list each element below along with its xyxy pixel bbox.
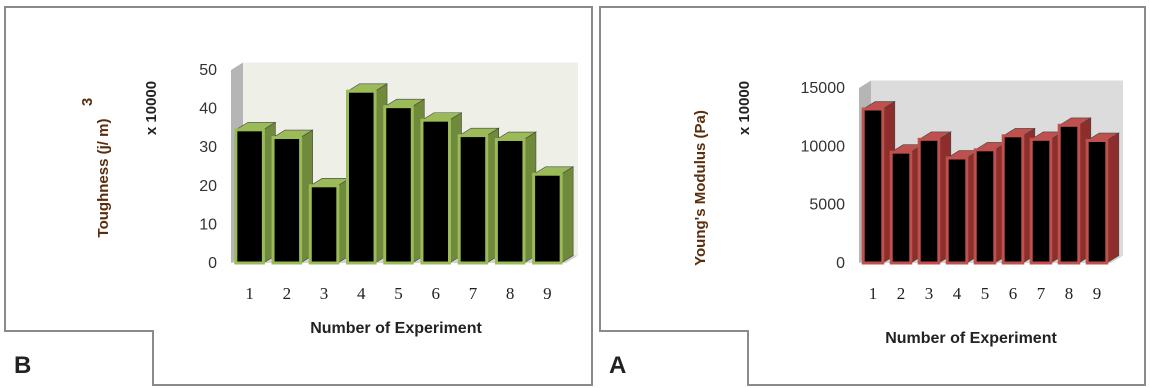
x-tick-label: 9 (543, 284, 552, 303)
panel-label-box-a: A (599, 330, 749, 386)
x-tick-label: 1 (245, 284, 254, 303)
panel-label-b: B (14, 352, 32, 379)
bar (945, 156, 969, 265)
y-axis-title: Young's Modulus (Pa) (692, 110, 709, 266)
x-axis-title: Number of Experiment (310, 320, 482, 337)
bar (234, 128, 265, 265)
x-tick-label: 6 (1009, 284, 1018, 303)
x-tick-label: 1 (869, 284, 878, 303)
x-tick-label: 4 (953, 284, 962, 303)
y-tick-label: 0 (208, 255, 217, 272)
bar (383, 105, 414, 265)
bar (1001, 134, 1025, 265)
bar-side-face (560, 166, 574, 264)
y-tick-label: 5000 (809, 197, 845, 214)
x-tick-label: 7 (469, 284, 478, 303)
panel-label-box-b: B (4, 330, 154, 386)
bar (457, 134, 489, 265)
bar (420, 118, 451, 265)
bar (1085, 139, 1109, 265)
x-tick-label: 5 (981, 284, 990, 303)
y-axis-title: Toughness (j/ m) (95, 119, 112, 238)
chart-panel-b: 0 10 20 30 40 50 1 2 3 4 5 6 7 8 9 Number of Experiment… (4, 6, 593, 386)
y-axis-multiplier: x 10000 (143, 81, 160, 135)
y-axis-multiplier: x 10000 (736, 81, 753, 135)
youngs-modulus-chart: 0 5000 10000 15000 1 2 3 4 5 6 7 8 9 Number of Experi… (692, 80, 1123, 347)
x-tick-label: 7 (1037, 284, 1046, 303)
toughness-chart: 0 10 20 30 40 50 1 2 3 4 5 6 7 8 9 Number of Experiment… (79, 62, 578, 337)
bar (271, 136, 303, 265)
bar (973, 148, 997, 265)
y-tick-label: 10 (199, 216, 217, 233)
y-tick-label: 50 (199, 62, 217, 79)
x-tick-label: 9 (1093, 284, 1102, 303)
bar (1057, 123, 1081, 265)
y-tick-label: 30 (199, 139, 217, 156)
bar (861, 107, 885, 265)
bar (889, 150, 913, 265)
y-tick-label: 0 (836, 255, 845, 272)
y-tick-label: 20 (199, 178, 217, 195)
x-tick-label: 8 (1065, 284, 1074, 303)
panel-label-a: A (609, 352, 627, 379)
y-axis-title-superscript: 3 (79, 98, 96, 106)
x-tick-label: 3 (925, 284, 934, 303)
x-tick-label: 6 (431, 284, 440, 303)
x-axis-title: Number of Experiment (885, 330, 1057, 347)
x-tick-label: 5 (394, 284, 403, 303)
x-tick-label: 8 (506, 284, 515, 303)
x-tick-label: 2 (897, 284, 906, 303)
bar (308, 184, 340, 265)
chart-panel-a: 0 5000 10000 15000 1 2 3 4 5 6 7 8 9 Number of Experi… (599, 6, 1146, 386)
y-tick-label: 10000 (801, 138, 846, 155)
y-tick-label: 15000 (801, 80, 846, 97)
bar (346, 89, 377, 265)
bar-side-face (1106, 132, 1120, 264)
bar (917, 137, 941, 265)
bar (494, 137, 526, 265)
bar (532, 172, 563, 265)
x-tick-label: 2 (283, 284, 292, 303)
bar (1029, 137, 1053, 265)
y-tick-label: 40 (199, 101, 217, 118)
x-tick-label: 4 (357, 284, 366, 303)
x-tick-label: 3 (320, 284, 329, 303)
